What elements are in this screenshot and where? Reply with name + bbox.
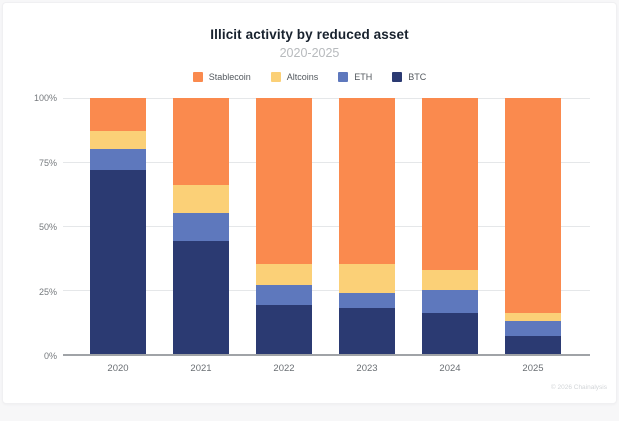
legend-item-stablecoin: Stablecoin: [192, 72, 251, 82]
x-axis-label: 2023: [356, 363, 378, 374]
gridline: [63, 290, 590, 291]
x-axis-label: 2021: [190, 363, 212, 374]
bar-segment-altcoins: [422, 269, 478, 291]
bar-segment-stablecoin: [339, 98, 395, 265]
bar-segment-altcoins: [256, 264, 312, 285]
gridline: [63, 162, 590, 163]
bar-segment-btc: [173, 241, 229, 354]
plot-area: 2020 2021 2022 2023 2024 2025: [63, 98, 590, 374]
chart-subtitle: 2020-2025: [279, 46, 340, 60]
legend-label: Stablecoin: [208, 72, 251, 82]
x-axis-label: 2025: [522, 363, 544, 374]
bar-segment-btc: [422, 313, 478, 354]
legend-item-altcoins: Altcoins: [270, 72, 319, 82]
y-axis-label: 75%: [38, 157, 57, 168]
y-axis-label: 0%: [43, 351, 57, 361]
bar-segment-eth: [339, 292, 395, 308]
bar-segment-altcoins: [173, 185, 229, 214]
bar-segment-eth: [173, 213, 229, 242]
x-axis-label: 2024: [439, 363, 461, 374]
bar-segment-stablecoin: [173, 98, 229, 186]
bar-2021: 2021: [173, 98, 229, 374]
y-axis: 0% 25% 50% 75% 100%: [3, 93, 57, 361]
bar-segment-eth: [256, 284, 312, 306]
bar-2023: 2023: [339, 98, 395, 374]
legend-swatch-icon: [270, 72, 281, 82]
bars-container: 2020 2021 2022 2023 2024 2025: [63, 98, 590, 374]
bar-segment-eth: [505, 320, 561, 337]
legend: Stablecoin Altcoins ETH BTC: [3, 72, 616, 82]
bar-segment-altcoins: [505, 313, 561, 321]
legend-label: Altcoins: [286, 72, 319, 82]
y-axis-label: 25%: [38, 286, 57, 297]
bar-2025: 2025: [505, 98, 561, 374]
attribution: © 2026 Chainalysis: [550, 384, 607, 391]
bar-segment-stablecoin: [505, 98, 561, 314]
gridline: [63, 98, 590, 99]
legend-swatch-icon: [338, 72, 349, 82]
bar-segment-btc: [256, 305, 312, 354]
x-axis-label: 2022: [273, 363, 295, 374]
bar-segment-btc: [339, 307, 395, 354]
bar-segment-stablecoin: [256, 98, 312, 265]
bar-2020: 2020: [90, 98, 146, 374]
y-axis-label: 50%: [38, 222, 57, 232]
chart-card: Illicit activity by reduced asset 2020-2…: [2, 2, 617, 404]
bar-segment-altcoins: [339, 264, 395, 293]
legend-label: BTC: [408, 72, 427, 82]
chart-title: Illicit activity by reduced asset: [210, 27, 409, 42]
bar-segment-btc: [90, 169, 146, 354]
bar-segment-altcoins: [90, 131, 146, 150]
x-axis-label: 2020: [107, 363, 129, 374]
bar-segment-eth: [90, 149, 146, 170]
bar-segment-btc: [505, 336, 561, 354]
legend-label: ETH: [354, 72, 373, 82]
bar-segment-stablecoin: [422, 98, 478, 270]
bar-2024: 2024: [422, 98, 478, 374]
y-axis-label: 100%: [33, 93, 57, 103]
gridline: [63, 226, 590, 227]
bar-segment-stablecoin: [90, 98, 146, 132]
legend-swatch-icon: [392, 72, 403, 82]
bar-segment-eth: [422, 290, 478, 314]
legend-item-eth: ETH: [338, 72, 372, 82]
legend-swatch-icon: [192, 72, 203, 82]
legend-item-btc: BTC: [392, 72, 426, 82]
bar-2022: 2022: [256, 98, 312, 374]
